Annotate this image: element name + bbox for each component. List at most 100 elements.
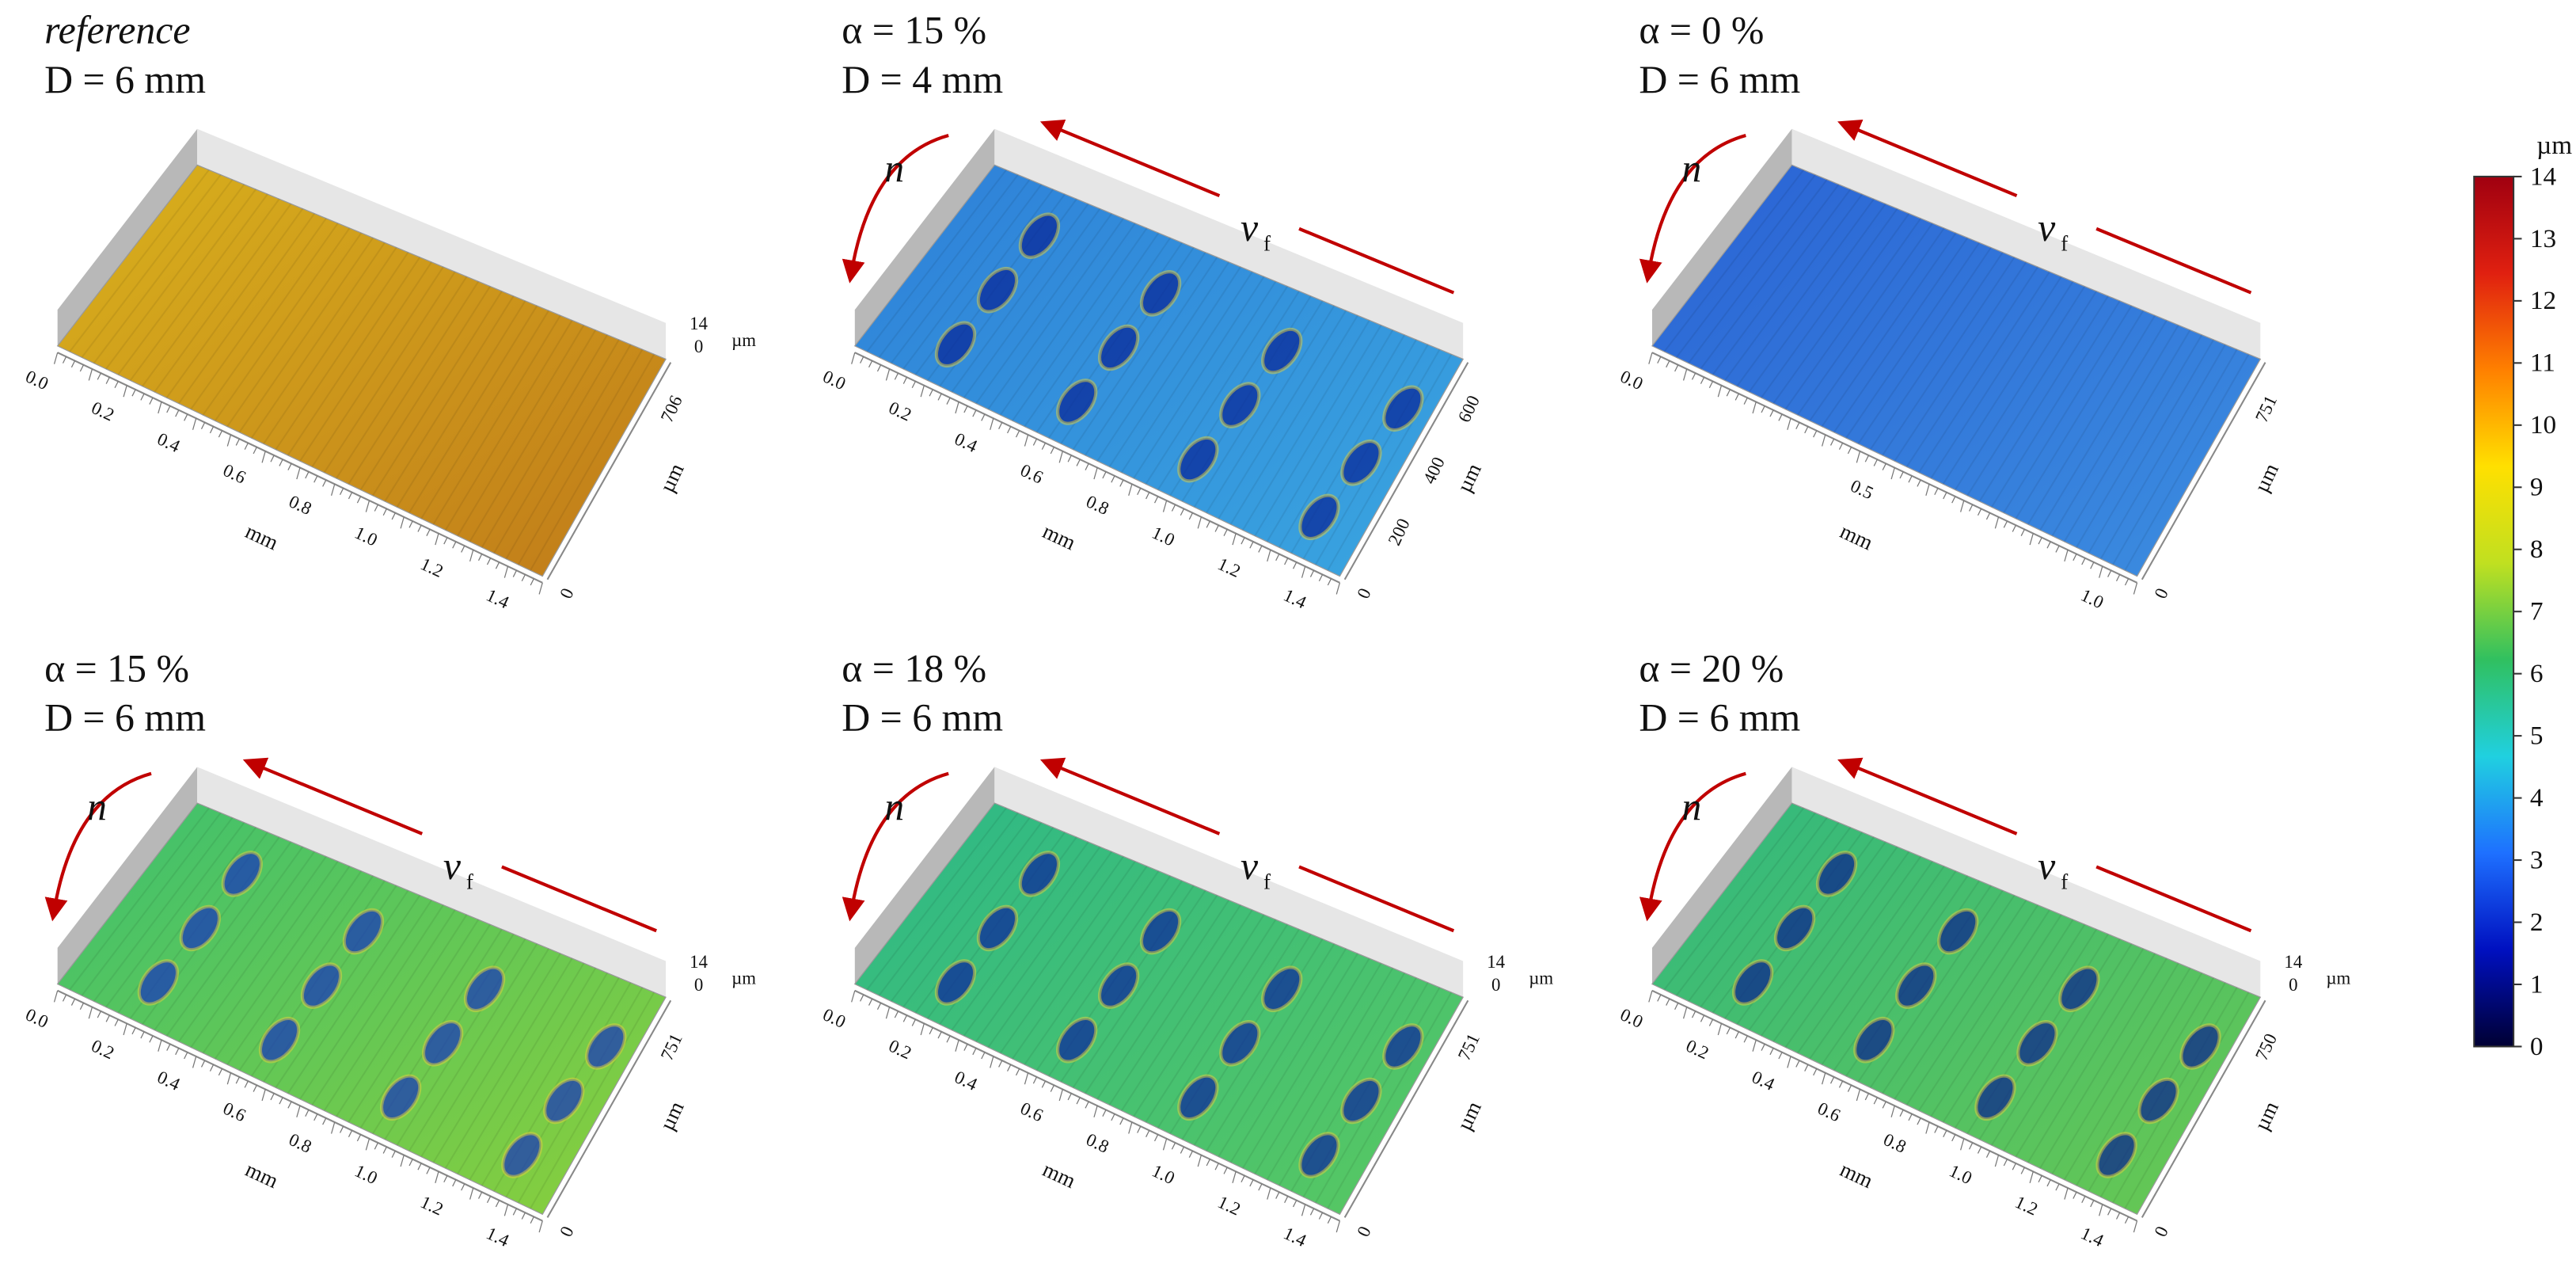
x-minor-tick [955,402,959,414]
x-minor-tick [1232,533,1237,546]
texture-stripe [1905,266,2039,468]
texture-stripe [93,179,234,364]
x-minor-tick [322,1117,327,1125]
texture-stripe [469,967,597,1181]
texture-stripe [1809,227,1945,421]
texture-stripe [951,841,1089,1031]
x-minor-tick [1041,443,1047,450]
x-tick-label: 1.2 [1215,554,1244,581]
x-minor-tick [1657,994,1662,1002]
x-minor-tick [1102,1110,1107,1117]
texture-stripe [371,291,503,497]
x-minor-tick [937,393,942,401]
texture-stripe [1845,242,1981,439]
x-minor-tick [140,393,145,401]
x-axis-label: mm [1837,1157,1877,1193]
x-minor-tick [166,1044,171,1051]
dimple [1055,1016,1098,1064]
feed-line [501,865,657,933]
feed-arrow [242,757,424,836]
texture-stripe [517,348,644,565]
x-minor-tick [530,1216,534,1224]
x-minor-tick [105,1014,110,1022]
x-tick-label: 1.4 [2078,1223,2107,1250]
texture-stripe [1675,812,1816,996]
texture-stripe [1772,213,1910,405]
texture-stripe [275,889,409,1088]
x-minor-tick [477,554,483,561]
x-minor-tick [1743,397,1748,405]
texture-stripe [2063,329,2191,542]
x-minor-tick [1015,1068,1020,1076]
texture-stripe [177,851,315,1042]
x-minor-tick [538,1220,543,1233]
x-minor-tick [62,994,67,1002]
x-minor-tick [1309,570,1315,577]
back-wall [197,767,667,998]
x-minor-tick [2107,570,2112,577]
x-minor-tick [1908,475,1913,483]
x-minor-tick [990,1056,994,1068]
x-minor-tick [1934,1125,1939,1133]
x-tick-label: 0.6 [220,1098,249,1126]
side-wall [57,128,198,346]
texture-stripe [432,314,561,525]
x-minor-tick [955,1039,959,1052]
x-minor-tick [374,1142,378,1150]
x-minor-tick [53,352,59,364]
texture-stripe [1218,310,1347,520]
texture-stripe [384,295,515,502]
z-axis-label: µm [2326,969,2350,988]
texture-stripe [1133,276,1265,479]
texture-stripe [1278,972,1406,1186]
colorbar-tick-label: 9 [2530,473,2544,502]
panel-size: D = 6 mm [842,696,1003,740]
x-tick-label: 0.8 [1083,491,1111,519]
panel-label: α = 18 % [842,646,986,690]
dimple [1139,270,1182,317]
panel-size: D = 6 mm [44,58,206,101]
x-minor-tick [2124,578,2130,586]
x-minor-tick [1734,1031,1739,1039]
feed-subscript: f [1263,870,1271,893]
texture-stripe [202,861,339,1054]
feed-subscript: f [1263,232,1271,256]
x-minor-tick [1180,1146,1185,1154]
x-minor-tick [1838,443,1844,450]
texture-stripe [951,203,1089,393]
x-minor-tick [1856,451,1861,463]
texture-stripe [444,957,573,1169]
texture-stripe [129,193,268,382]
texture-stripe [2015,948,2145,1158]
x-minor-tick [114,381,119,389]
x-minor-tick [2046,541,2051,549]
x-minor-tick [1917,479,1921,487]
x-minor-tick [1137,1125,1142,1133]
colorbar-tick-label: 0 [2530,1032,2544,1061]
x-minor-tick [2124,1216,2130,1224]
texture-stripe [1760,846,1898,1037]
z-tick-label: 14 [690,314,708,333]
x-tick-label: 0.8 [1083,1129,1111,1157]
x-minor-tick [1847,447,1852,455]
x-minor-tick [1146,1130,1150,1137]
x-minor-tick [330,484,336,496]
x-minor-tick [1153,496,1159,504]
x-minor-tick [868,998,873,1006]
dimple [1895,962,1937,1009]
x-minor-tick [339,1125,344,1133]
texture-stripe [505,344,632,560]
x-minor-tick [911,1018,916,1026]
x-minor-tick [2107,1208,2112,1216]
y-tick-label: 600 [1454,393,1484,426]
x-tick-label: 1.4 [484,585,513,613]
dimple [1219,1020,1261,1067]
x-minor-tick [244,1080,249,1088]
x-minor-tick [1162,500,1168,512]
y-tick-label: 200 [1385,516,1414,549]
texture-stripe [1012,866,1148,1060]
x-tick-label: 1.0 [351,1160,380,1188]
x-minor-tick [1076,1097,1081,1105]
x-minor-tick [1197,516,1202,529]
x-minor-tick [1648,352,1653,364]
